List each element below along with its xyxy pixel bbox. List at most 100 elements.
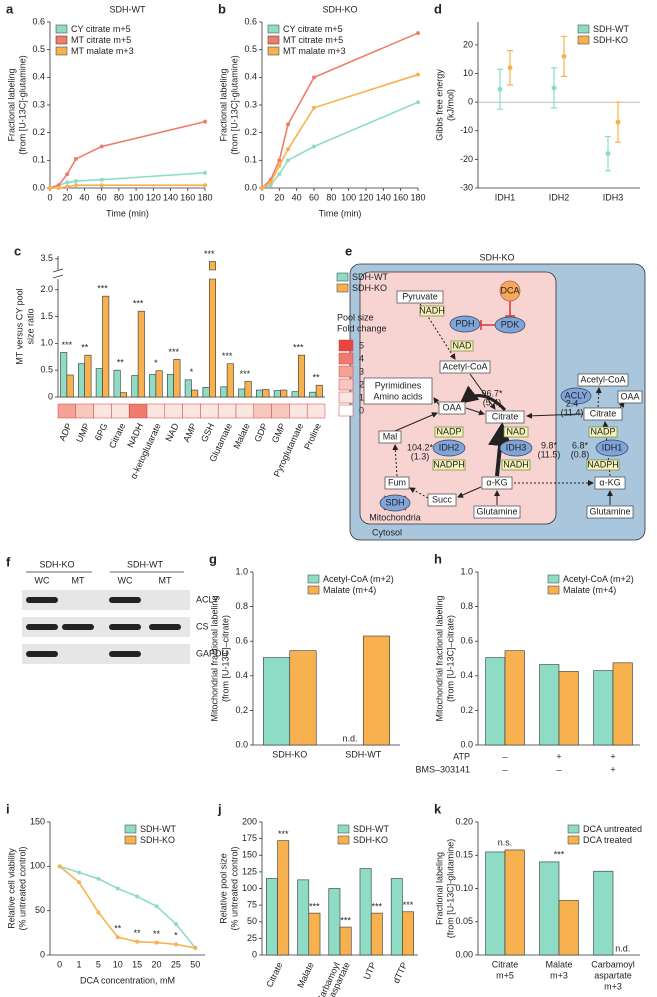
bar [173, 359, 181, 398]
point [203, 119, 207, 124]
blot-band [26, 624, 58, 630]
x-tick-label: m+3 [550, 970, 568, 980]
y-tick-label: 0.1 [244, 155, 257, 165]
arrow [419, 303, 456, 360]
node-box [384, 476, 410, 490]
node-label: Fum [388, 477, 406, 487]
annotation: *** [293, 343, 304, 353]
panel-label: d [434, 1, 442, 16]
point [551, 85, 557, 91]
point [154, 940, 159, 945]
legend-swatch [307, 585, 320, 595]
annotation: ** [114, 924, 122, 934]
bar [485, 657, 506, 746]
flux-label: (11.4) [561, 407, 584, 417]
y-axis-label: Relative cell viability [6, 848, 16, 929]
bar [339, 926, 352, 956]
point [56, 183, 61, 188]
y-axis-label: (kJ/mol) [445, 89, 455, 121]
x-tick-label: 140 [376, 192, 391, 202]
node-box [438, 401, 466, 415]
heat-cell [75, 403, 94, 419]
x-tick-label: 20 [274, 192, 284, 202]
point [203, 170, 207, 175]
annotation: * [190, 367, 194, 377]
legend-label: Malate (m+4) [563, 585, 616, 595]
node-label: NADH [419, 305, 445, 315]
point [115, 886, 120, 891]
legend-swatch [124, 835, 137, 845]
y-tick-label: 0.0 [32, 182, 45, 192]
point [203, 183, 207, 188]
legend-swatch [547, 574, 560, 584]
y-tick-label: 0.00 [455, 949, 473, 959]
heat-legend-swatch [338, 339, 354, 352]
blot-strip [22, 590, 190, 610]
bar [149, 374, 157, 398]
x-tick-label: 180 [197, 192, 212, 202]
panel-label: h [434, 551, 442, 566]
bar [262, 657, 291, 746]
annotation: ** [117, 358, 125, 368]
x-axis-label: Time (min) [106, 208, 149, 218]
x-tick-label: 100 [341, 192, 356, 202]
cofactor-box [501, 459, 531, 471]
y-tick-label: 0.05 [455, 916, 473, 926]
y-tick-label: 0.4 [235, 670, 248, 680]
annotation: n.s. [498, 837, 513, 847]
legend-swatch [337, 835, 350, 845]
point [286, 122, 290, 127]
y-axis-label: (% untreated control) [17, 846, 27, 930]
legend-label: MT malate m+3 [71, 46, 134, 56]
legend-swatch [547, 585, 560, 595]
y-axis-label: Relative pool size [218, 853, 228, 924]
bar [184, 379, 192, 398]
legend-label: MT malate m+3 [283, 46, 346, 56]
node-box [586, 505, 634, 519]
y-tick-label: 150 [30, 816, 45, 826]
enzyme [494, 316, 526, 334]
x-tick-label: Citrate [264, 961, 284, 989]
x-tick-label: AMP [181, 422, 198, 444]
point [173, 921, 178, 926]
cofactor-box [503, 426, 529, 438]
flux-label: (5.4) [483, 397, 502, 407]
arrow [618, 401, 625, 409]
annotation: * [154, 358, 158, 368]
x-tick-label: Malate [295, 961, 315, 990]
annotation: *** [309, 901, 320, 911]
line-series [261, 73, 419, 189]
y-tick-label: 3.5 [40, 253, 53, 263]
node-box [378, 430, 402, 444]
node-label: Citrate [492, 411, 519, 421]
y-tick-label: 0.2 [244, 127, 257, 137]
node-label: Acetyl-CoA [580, 374, 625, 384]
node-label: PDK [501, 319, 520, 329]
bar [328, 888, 341, 956]
y-tick-label: 0.2 [32, 127, 45, 137]
x-tick-label: 160 [393, 192, 408, 202]
arrow [459, 385, 507, 412]
y-tick-label: 0.3 [244, 99, 257, 109]
x-tick-label: 180 [410, 192, 425, 202]
node-box [617, 390, 643, 404]
legend-label: SDH-KO [140, 835, 175, 845]
y-tick-label: 0.6 [235, 636, 248, 646]
heat-legend-swatch [338, 391, 354, 404]
x-tick-label: Malate [231, 422, 251, 451]
y-tick-label: 25 [247, 933, 257, 943]
heat-cell [146, 403, 166, 419]
heat-cell [164, 403, 183, 419]
enzyme [379, 494, 411, 512]
heat-cell [235, 403, 255, 419]
flux-label: 2.4 [566, 398, 579, 408]
y-tick-label: 0 [48, 391, 53, 401]
legend-label: DCA untreated [583, 824, 642, 834]
bar [66, 374, 74, 398]
heat-cell [289, 403, 308, 419]
y-tick-label: 0.15 [455, 850, 473, 860]
point [135, 939, 140, 944]
node-label: IDH2 [439, 442, 460, 452]
node-label: NADP [590, 426, 615, 436]
point [416, 31, 420, 36]
